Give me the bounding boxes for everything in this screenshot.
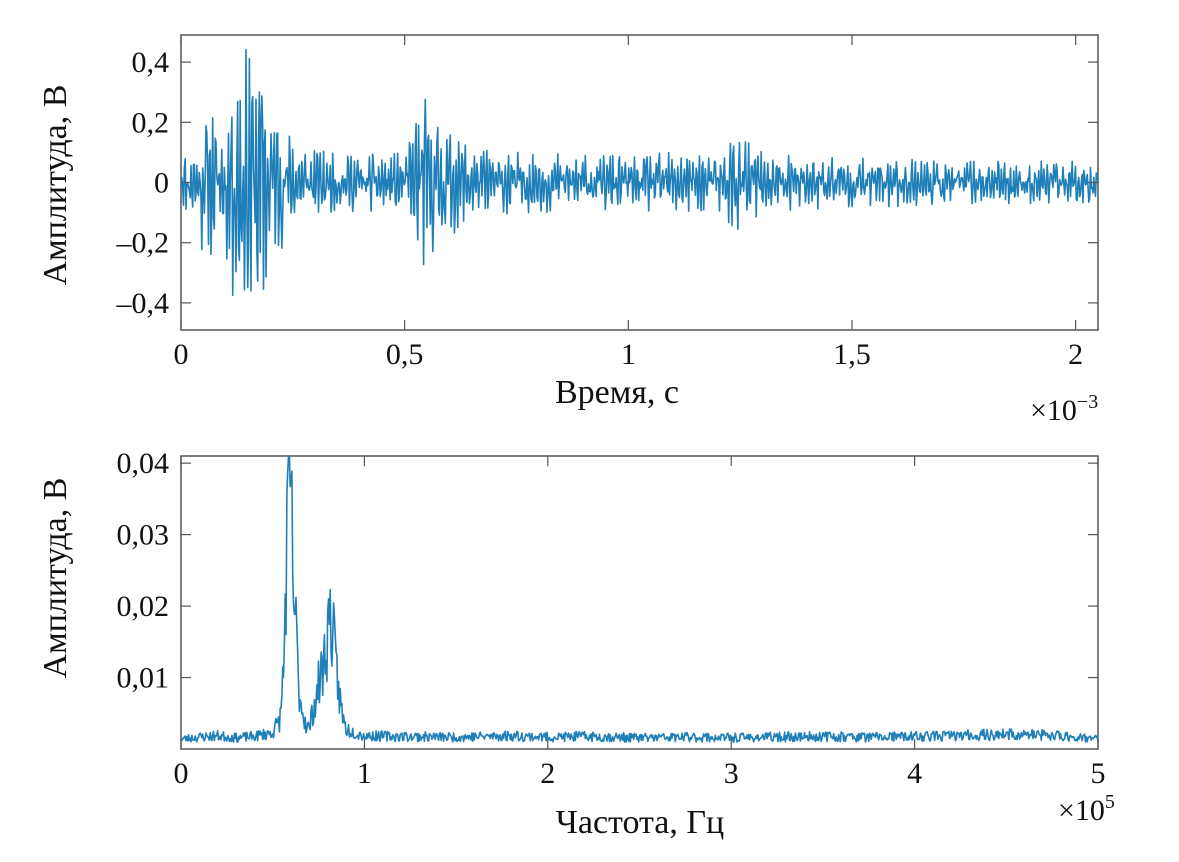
series-line bbox=[180, 48, 1099, 297]
y-axis-label: Амплитуда, В bbox=[37, 85, 74, 286]
y-tick-label: –0,4 bbox=[116, 287, 170, 320]
time-domain-chart: 0 0,5 1 1,5 2 0,4 0,2 0 –0,2 –0,4 Время, с Ампли… bbox=[37, 34, 1099, 427]
x-multiplier-exponent: −3 bbox=[1077, 391, 1098, 413]
x-tick-label: 2 bbox=[540, 757, 555, 790]
series-group bbox=[180, 455, 1099, 743]
y-tick-label: 0,01 bbox=[117, 662, 170, 695]
x-tick-label: 2 bbox=[1068, 338, 1083, 371]
x-axis-label: Время, с bbox=[555, 374, 679, 411]
x-multiplier-base: ×10 bbox=[1030, 394, 1077, 427]
x-multiplier: ×105 bbox=[1058, 791, 1115, 827]
y-tick-label: 0,03 bbox=[117, 519, 170, 552]
x-ticks: 0 1 2 3 4 5 bbox=[174, 456, 1106, 790]
x-tick-label: 0 bbox=[174, 338, 189, 371]
frequency-domain-chart: 0 1 2 3 4 5 0,01 0,02 0,03 0,04 Частота, Гц Ампл… bbox=[37, 447, 1115, 841]
x-ticks: 0 0,5 1 1,5 2 bbox=[174, 35, 1083, 371]
x-tick-label: 1 bbox=[621, 338, 636, 371]
plot-frame bbox=[180, 455, 1099, 750]
x-multiplier-base: ×10 bbox=[1058, 794, 1105, 827]
y-tick-label: 0,2 bbox=[132, 106, 170, 139]
x-axis-label: Частота, Гц bbox=[556, 804, 724, 841]
y-tick-label: 0,4 bbox=[132, 46, 170, 79]
y-tick-label: 0,04 bbox=[117, 447, 170, 480]
y-axis-label: Амплитуда, В bbox=[37, 478, 74, 679]
x-tick-label: 1,5 bbox=[833, 338, 871, 371]
x-tick-label: 3 bbox=[724, 757, 739, 790]
y-tick-label: 0,02 bbox=[117, 590, 170, 623]
y-ticks: 0,4 0,2 0 –0,2 –0,4 bbox=[116, 46, 1098, 320]
y-tick-label: –0,2 bbox=[116, 227, 170, 260]
x-tick-label: 4 bbox=[907, 757, 922, 790]
series-line bbox=[180, 455, 1099, 743]
x-multiplier: ×10−3 bbox=[1030, 391, 1098, 427]
series-group bbox=[180, 48, 1099, 297]
x-multiplier-exponent: 5 bbox=[1105, 791, 1115, 813]
y-ticks: 0,01 0,02 0,03 0,04 bbox=[117, 447, 1098, 695]
y-tick-label: 0 bbox=[154, 167, 169, 200]
x-tick-label: 1 bbox=[357, 757, 372, 790]
x-tick-label: 5 bbox=[1091, 757, 1106, 790]
x-tick-label: 0 bbox=[174, 757, 189, 790]
x-tick-label: 0,5 bbox=[386, 338, 424, 371]
